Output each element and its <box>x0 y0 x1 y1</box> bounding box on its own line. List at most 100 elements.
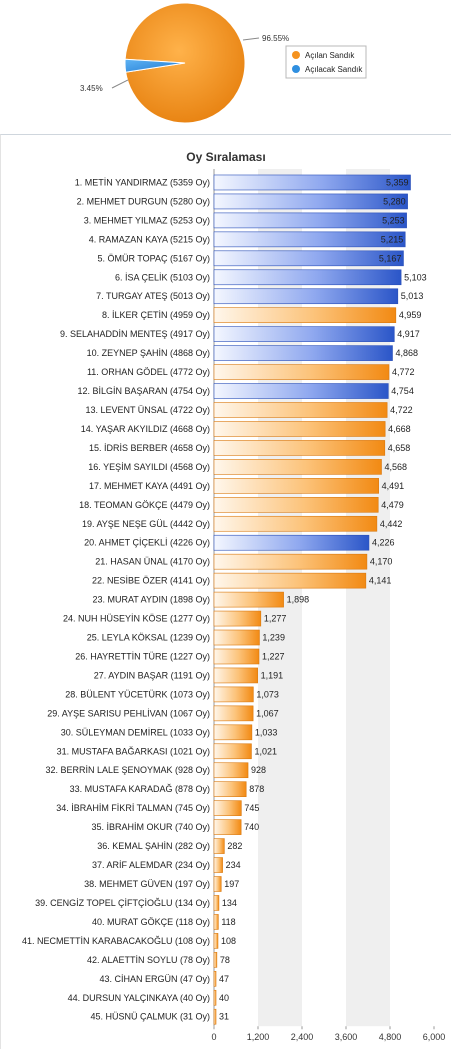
category-label: 7. TURGAY ATEŞ (5013 Oy) <box>96 291 210 301</box>
value-label: 5,280 <box>383 196 406 206</box>
value-label: 108 <box>221 936 236 946</box>
pie-slice-opened <box>124 2 246 124</box>
bar-6 <box>213 269 402 286</box>
value-label: 78 <box>220 955 230 965</box>
bar-19 <box>213 515 378 532</box>
category-label: 26. HAYRETTİN TÜRE (1227 Oy) <box>75 651 210 661</box>
bar-33 <box>213 781 247 798</box>
category-label: 40. MURAT GÖKÇE (118 Oy) <box>92 917 210 927</box>
value-label: 282 <box>227 841 242 851</box>
legend-swatch-to-open <box>292 65 300 73</box>
value-label: 1,033 <box>255 727 278 737</box>
value-label: 1,067 <box>256 708 279 718</box>
value-label: 4,668 <box>388 424 411 434</box>
pie-label-opened: 96.55% <box>262 34 289 43</box>
value-label: 4,491 <box>382 481 405 491</box>
category-label: 6. İSA ÇELİK (5103 Oy) <box>115 272 210 282</box>
value-label: 234 <box>226 860 241 870</box>
category-label: 22. NESİBE ÖZER (4141 Oy) <box>92 576 210 586</box>
category-label: 15. İDRİS BERBER (4658 Oy) <box>89 443 210 453</box>
category-label: 8. İLKER ÇETİN (4959 Oy) <box>102 310 210 320</box>
bar-44 <box>213 989 217 1006</box>
bar-42 <box>213 952 218 968</box>
value-label: 4,442 <box>380 519 403 529</box>
value-label: 5,253 <box>382 215 405 225</box>
bar-31 <box>213 743 252 760</box>
value-label: 1,898 <box>287 595 310 605</box>
bar-26 <box>213 648 260 665</box>
category-label: 27. AYDIN BAŞAR (1191 Oy) <box>94 670 210 680</box>
category-label: 11. ORHAN GÖDEL (4772 Oy) <box>87 367 210 377</box>
value-label: 134 <box>222 898 237 908</box>
bar-21 <box>213 553 368 570</box>
value-label: 5,013 <box>401 291 424 301</box>
bar-23 <box>213 591 284 608</box>
value-label: 4,226 <box>372 538 395 548</box>
value-label: 4,170 <box>370 557 393 567</box>
category-label: 5. ÖMÜR TOPAÇ (5167 Oy) <box>97 253 210 263</box>
value-label: 878 <box>249 784 264 794</box>
value-label: 197 <box>224 879 239 889</box>
bar-1 <box>213 174 411 191</box>
bar-24 <box>213 610 262 627</box>
category-label: 43. CİHAN ERGÜN (47 Oy) <box>99 974 210 984</box>
legend-swatch-opened <box>292 51 300 59</box>
bar-12 <box>213 383 389 399</box>
value-label: 1,277 <box>264 614 287 624</box>
bar-30 <box>213 724 253 741</box>
bar-27 <box>213 667 258 684</box>
bar-5 <box>213 250 404 267</box>
value-label: 4,658 <box>388 443 411 453</box>
bar-10 <box>213 345 393 361</box>
category-label: 18. TEOMAN GÖKÇE (4479 Oy) <box>79 500 210 510</box>
category-label: 44. DURSUN YALÇINKAYA (40 Oy) <box>68 993 210 1003</box>
category-label: 14. YAŞAR AKYILDIZ (4668 Oy) <box>81 424 210 434</box>
tick-label: 2,400 <box>291 1032 314 1042</box>
ranking-bar-chart: Oy Sıralaması 1. METİN YANDIRMAZ (5359 O… <box>22 150 446 1042</box>
value-label: 4,568 <box>384 462 407 472</box>
category-label: 21. HASAN ÜNAL (4170 Oy) <box>95 557 210 567</box>
category-label: 45. HÜSNÜ ÇALMUK (31 Oy) <box>90 1012 210 1022</box>
value-label: 5,359 <box>386 177 409 187</box>
pie-leader-line <box>242 37 260 41</box>
bar-8 <box>213 307 397 323</box>
category-label: 32. BERRİN LALE ŞENOYMAK (928 Oy) <box>45 765 210 775</box>
category-label: 13. LEVENT ÜNSAL (4722 Oy) <box>85 405 210 415</box>
tick-label: 4,800 <box>379 1032 402 1042</box>
bar-7 <box>213 288 399 305</box>
bar-11 <box>213 364 390 380</box>
category-label: 24. NUH HÜSEYİN KÖSE (1277 Oy) <box>63 614 210 624</box>
value-label: 47 <box>219 974 229 984</box>
value-label: 740 <box>244 822 259 832</box>
bar-17 <box>213 478 379 494</box>
bar-15 <box>213 440 386 456</box>
pie-legend: Açılan Sandık Açılacak Sandık <box>285 45 367 79</box>
category-label: 23. MURAT AYDIN (1898 Oy) <box>92 595 210 605</box>
value-label: 745 <box>244 803 259 813</box>
tick-label: 1,200 <box>247 1032 270 1042</box>
category-label: 31. MUSTAFA BAĞARKASI (1021 Oy) <box>57 746 210 756</box>
value-label: 5,215 <box>381 234 404 244</box>
value-label: 4,479 <box>381 500 404 510</box>
bar-25 <box>213 629 260 646</box>
category-label: 37. ARİF ALEMDAR (234 Oy) <box>92 860 210 870</box>
bar-16 <box>213 459 382 475</box>
value-label: 4,868 <box>395 348 418 358</box>
bar-20 <box>213 534 370 551</box>
tick-label: 6,000 <box>423 1032 446 1042</box>
tick-label: 3,600 <box>335 1032 358 1042</box>
bar-36 <box>213 838 225 854</box>
category-label: 30. SÜLEYMAN DEMİREL (1033 Oy) <box>61 727 210 737</box>
bar-43 <box>213 970 217 987</box>
bar-41 <box>213 933 219 949</box>
value-label: 4,141 <box>369 576 392 586</box>
legend-label-to-open: Açılacak Sandık <box>305 65 363 74</box>
pie-chart-panel: 96.55% 3.45% Açılan Sandık Açılacak Sand… <box>0 0 452 128</box>
category-label: 39. CENGİZ TOPEL ÇİFTÇİOĞLU (134 Oy) <box>35 898 210 908</box>
bar-28 <box>213 686 254 703</box>
category-label: 12. BİLGİN BAŞARAN (4754 Oy) <box>77 386 210 396</box>
category-label: 2. MEHMET DURGUN (5280 Oy) <box>77 196 210 206</box>
value-label: 118 <box>221 917 235 927</box>
bar-18 <box>213 496 379 513</box>
category-label: 29. AYŞE SARISU PEHLİVAN (1067 Oy) <box>47 708 210 718</box>
